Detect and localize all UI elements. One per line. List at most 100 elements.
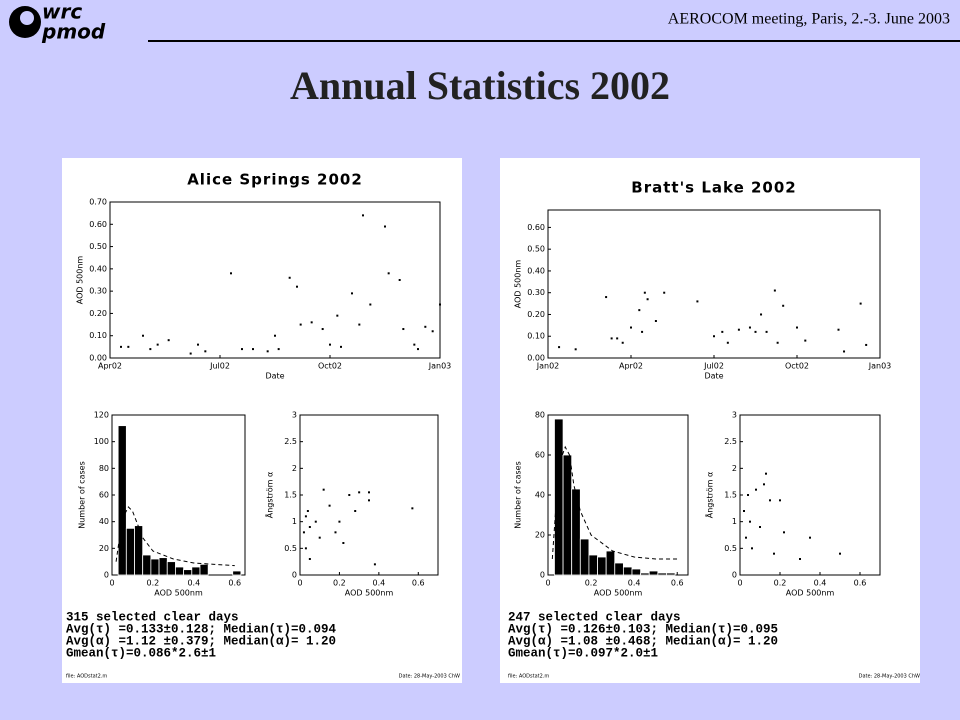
bar (150, 558, 160, 576)
y-axis-label: Ångström α (704, 472, 715, 519)
x-axis-label: Date (704, 372, 723, 381)
point (167, 339, 170, 342)
y-tick-label: 100 (94, 437, 109, 446)
y-tick-label: 3 (732, 411, 737, 420)
plot-frame (739, 414, 881, 576)
bar (554, 418, 564, 576)
x-tick-label: Jul02 (703, 362, 724, 371)
stats-line: Avg(α) =1.12 ±0.379; Median(α)= 1.20 (66, 634, 336, 648)
point (411, 507, 414, 510)
point (304, 547, 307, 550)
point (616, 337, 619, 340)
point (748, 326, 751, 329)
point (759, 526, 761, 528)
point (197, 343, 199, 346)
point (654, 320, 657, 322)
point (299, 323, 302, 326)
x-tick-label: Jul02 (209, 362, 230, 371)
point (558, 346, 561, 349)
y-tick-label: 2 (292, 464, 297, 473)
point (334, 531, 337, 534)
x-tick-label: 0 (109, 579, 114, 588)
point (266, 350, 269, 353)
point (749, 520, 751, 523)
y-tick-label: 0.00 (89, 354, 107, 363)
point (368, 491, 370, 494)
point (755, 488, 757, 491)
bar (571, 488, 581, 576)
stats-line: Avg(τ) =0.133±0.128; Median(τ)=0.094 (66, 622, 337, 636)
y-tick-label: 0 (732, 571, 737, 580)
bar (648, 570, 659, 576)
meeting: AEROCOM meeting, Paris, 2.-3. June 2003 (668, 11, 950, 28)
y-tick-label: 1 (732, 517, 737, 526)
y-tick-label: 0.40 (527, 266, 545, 275)
point (839, 552, 841, 555)
point (373, 563, 376, 566)
point (358, 491, 361, 494)
point (354, 510, 357, 512)
y-axis-label: Number of cases (514, 461, 523, 529)
point (643, 291, 646, 294)
x-tick-label: 0.4 (814, 579, 827, 588)
point (384, 225, 386, 228)
plot-frame (109, 201, 441, 359)
x-tick-label: 0 (737, 579, 742, 588)
point (351, 292, 353, 295)
x-tick-label: 0.4 (187, 579, 200, 588)
x-tick-label: 0.4 (628, 579, 641, 588)
plot-frame (547, 209, 881, 359)
y-tick-label: 0.5 (284, 544, 297, 553)
point (751, 547, 753, 550)
x-tick-label: 0.2 (585, 579, 598, 588)
point (663, 291, 666, 294)
y-tick-label: 0.70 (89, 198, 107, 207)
y-tick-label: 0 (540, 571, 545, 580)
point (120, 345, 122, 348)
point (304, 515, 307, 518)
y-tick-label: 0.5 (724, 544, 737, 553)
x-tick-label: Apr02 (619, 362, 643, 371)
point (743, 510, 745, 512)
chart-title: Alice Springs 2002 (187, 171, 363, 189)
stats-line: Gmean(τ)=0.086*2.6±1 (66, 646, 216, 660)
bar (183, 569, 193, 576)
y-tick-label: 0.40 (89, 264, 107, 273)
point (799, 558, 801, 560)
point (804, 339, 807, 342)
point (760, 313, 763, 316)
bar (191, 566, 201, 576)
y-tick-label: 0.50 (89, 242, 107, 251)
y-tick-label: 0 (292, 571, 297, 580)
file-note: file: AODstat2.m (66, 674, 107, 680)
point (646, 298, 649, 301)
x-tick-label: Oct02 (785, 362, 809, 371)
bar (158, 557, 168, 576)
bar (125, 527, 135, 576)
y-tick-label: 1.5 (284, 491, 297, 500)
bar (232, 570, 242, 576)
point (747, 494, 749, 496)
y-tick-label: 2.5 (724, 437, 737, 446)
x-tick-label: 0.6 (412, 579, 425, 588)
point (230, 272, 232, 275)
y-tick-label: 60 (99, 491, 109, 500)
y-axis-label: Ångström α (264, 472, 275, 519)
point (241, 348, 243, 351)
point (726, 341, 729, 344)
point (765, 472, 767, 475)
y-tick-label: 3 (292, 411, 297, 420)
bar (117, 425, 127, 576)
chart-title: Bratt's Lake 2002 (631, 179, 796, 197)
y-tick-label: 1.5 (724, 491, 737, 500)
point (424, 325, 427, 328)
point (782, 304, 785, 307)
y-tick-label: 0.50 (527, 245, 545, 254)
fit-curve (115, 506, 235, 567)
y-tick-label: 0 (104, 571, 109, 580)
point (439, 303, 441, 306)
point (348, 494, 351, 496)
fit-curve (551, 445, 678, 560)
stats-line: 315 selected clear days (66, 610, 239, 624)
point (277, 348, 280, 351)
